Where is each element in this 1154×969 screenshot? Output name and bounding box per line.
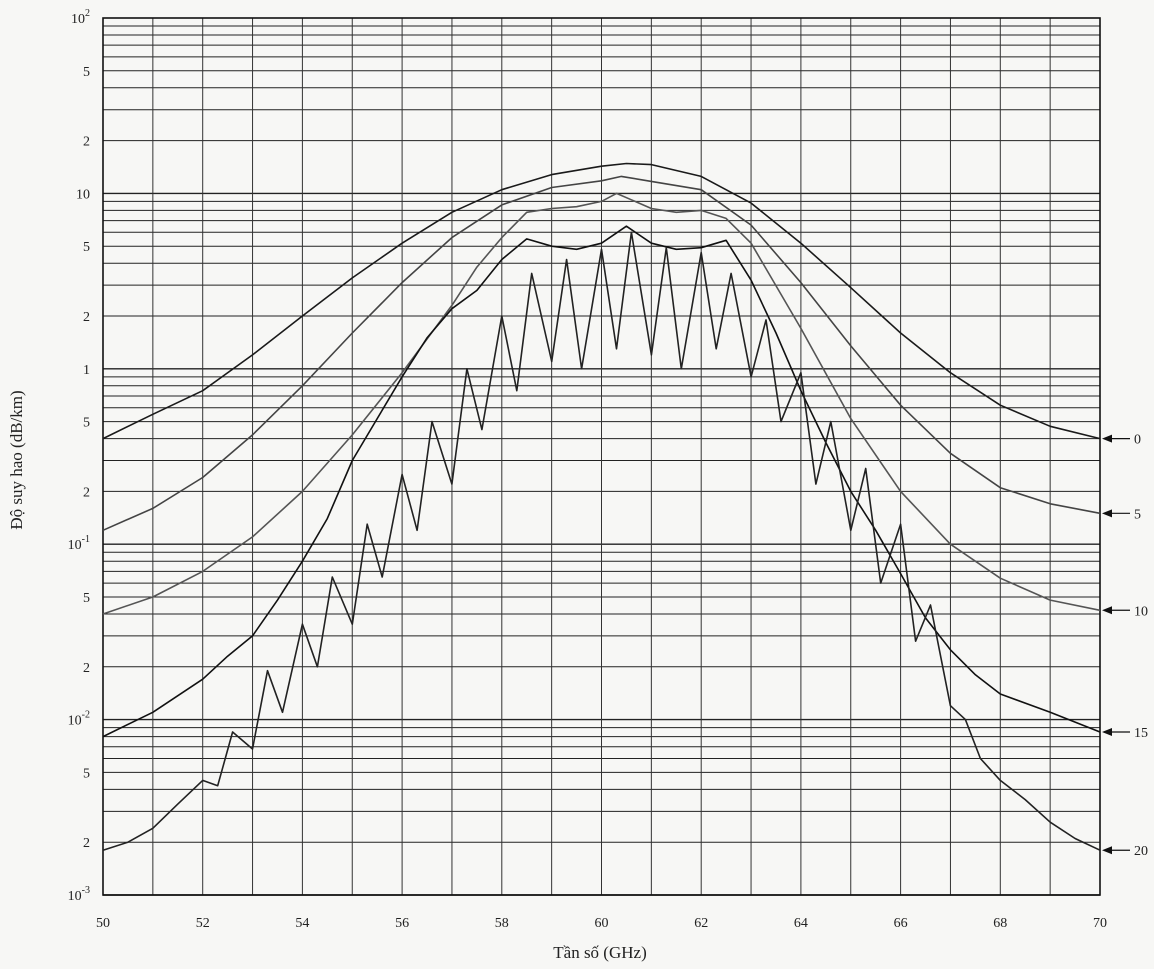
x-axis-title: Tần số (GHz) [553, 943, 646, 962]
x-tick-label: 50 [96, 916, 110, 931]
series-group [102, 162, 1101, 851]
curve-marker-arrowhead [1102, 846, 1112, 855]
curve-label: 20 [1134, 844, 1148, 859]
curve-marker-arrowhead [1102, 727, 1112, 736]
series-line-15 [102, 225, 1101, 738]
x-tick-label: 58 [495, 916, 509, 931]
y-tick-label: 5 [83, 591, 90, 606]
x-tick-label: 68 [993, 916, 1007, 931]
y-tick-label: 2 [83, 485, 90, 500]
grid [102, 18, 1101, 896]
y-tick-label: 10 [76, 187, 90, 202]
y-tick-label: 5 [83, 416, 90, 431]
curve-marker-arrowhead [1102, 509, 1112, 518]
plot-border [102, 17, 1101, 896]
x-tick-label: 52 [196, 916, 210, 931]
curve-label: 10 [1134, 604, 1148, 619]
y-tick-label: 10-3 [68, 885, 90, 904]
plot-frame [102, 17, 1101, 896]
y-tick-label: 2 [83, 661, 90, 676]
y-tick-label: 10-2 [68, 710, 90, 729]
y-tick-label: 5 [83, 65, 90, 80]
series-line-0 [102, 162, 1101, 440]
y-tick-label: 10-1 [68, 534, 90, 553]
curve-label: 5 [1134, 507, 1141, 522]
series-line-5 [102, 175, 1101, 532]
x-tick-label: 54 [295, 916, 309, 931]
curve-label-markers: 0 5 10 15 20 [1102, 433, 1148, 859]
curve-marker-arrowhead [1102, 434, 1112, 443]
y-tick-label: 1 [83, 363, 90, 378]
x-tick-label: 56 [395, 916, 409, 931]
y-axis-title: Độ suy hao (dB/km) [7, 390, 26, 529]
curve-label: 0 [1134, 433, 1141, 448]
y-tick-label: 2 [83, 135, 90, 150]
x-tick-label: 66 [894, 916, 908, 931]
curve-marker-arrowhead [1102, 606, 1112, 615]
y-tick-label: 5 [83, 240, 90, 255]
x-tick-labels: 50 52 54 56 58 60 62 64 66 68 70 [96, 916, 1107, 931]
y-tick-label: 5 [83, 766, 90, 781]
x-tick-label: 64 [794, 916, 808, 931]
y-tick-label: 102 [71, 8, 90, 27]
curve-label: 15 [1134, 726, 1148, 741]
x-tick-label: 70 [1093, 916, 1107, 931]
y-tick-label: 2 [83, 310, 90, 325]
x-tick-label: 62 [694, 916, 708, 931]
series-line-20 [102, 231, 1101, 851]
x-tick-label: 60 [595, 916, 609, 931]
series-line-10 [102, 192, 1101, 615]
y-tick-label: 2 [83, 836, 90, 851]
